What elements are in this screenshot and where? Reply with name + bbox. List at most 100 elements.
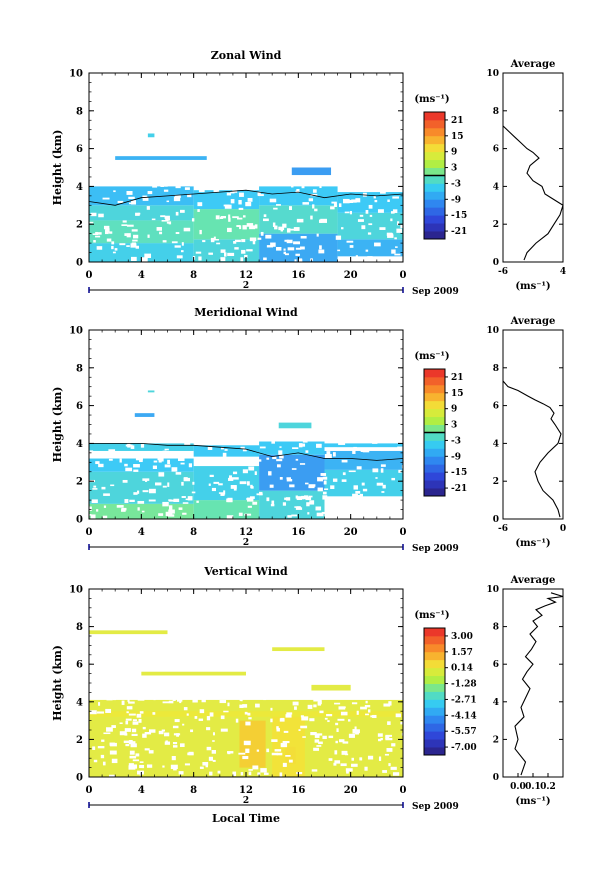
- data-gap: [354, 494, 361, 498]
- data-gap: [126, 233, 131, 238]
- data-gap: [246, 497, 254, 500]
- colorbar-segment: [424, 747, 445, 756]
- data-gap: [251, 437, 258, 441]
- x-tick-label: 8: [190, 785, 197, 796]
- data-gap: [175, 211, 179, 216]
- data-gap: [139, 711, 144, 714]
- average-xlabel: (ms⁻¹): [515, 281, 550, 292]
- heatmap-cell: [134, 413, 155, 417]
- data-gap: [148, 488, 156, 494]
- data-gap: [174, 194, 181, 199]
- data-gap: [246, 481, 250, 486]
- data-gap: [317, 477, 323, 482]
- data-gap: [97, 746, 105, 749]
- data-gap: [90, 514, 96, 519]
- colorbar-segment: [424, 488, 445, 497]
- data-gap: [296, 771, 303, 775]
- data-gap: [223, 710, 229, 713]
- data-gap: [349, 181, 356, 184]
- colorbar-segment: [424, 739, 445, 748]
- data-gap: [285, 754, 291, 757]
- data-gap: [191, 218, 195, 222]
- data-gap: [367, 182, 372, 187]
- data-gap: [359, 757, 363, 761]
- data-gap: [309, 500, 315, 505]
- data-gap: [158, 730, 164, 735]
- zero-contour: [89, 443, 404, 461]
- data-gap: [310, 215, 313, 220]
- data-gap: [249, 237, 257, 242]
- data-gap: [297, 259, 303, 262]
- data-gap: [275, 204, 281, 206]
- avg-y-tick-label: 0: [493, 258, 499, 268]
- data-gap: [342, 472, 346, 476]
- data-gap: [266, 245, 274, 248]
- data-gap: [347, 719, 351, 722]
- data-gap: [251, 486, 254, 489]
- data-gap: [92, 488, 98, 490]
- data-gap: [285, 714, 292, 718]
- data-gap: [369, 440, 374, 443]
- data-gap: [148, 499, 156, 502]
- data-gap: [401, 732, 407, 736]
- data-gap: [197, 202, 203, 207]
- data-gap: [199, 441, 206, 445]
- data-gap: [265, 234, 272, 239]
- data-gap: [401, 465, 408, 469]
- data-gap: [299, 246, 305, 250]
- data-gap: [213, 236, 216, 240]
- x-tick-label: 0: [400, 527, 407, 538]
- data-gap: [378, 756, 382, 761]
- data-gap: [307, 704, 313, 709]
- data-gap: [348, 733, 355, 738]
- data-gap: [127, 696, 134, 699]
- data-gap: [106, 436, 110, 440]
- data-gap: [110, 484, 115, 487]
- colorbar-tick-label: 0.14: [451, 664, 473, 674]
- data-gap: [149, 729, 156, 733]
- x-tick-label: 20: [344, 270, 358, 281]
- data-gap: [257, 194, 264, 197]
- colorbar-tick-label: -5.57: [451, 727, 477, 737]
- data-gap: [252, 765, 259, 770]
- data-gap: [142, 490, 149, 493]
- data-gap: [242, 215, 246, 218]
- data-gap: [296, 496, 303, 501]
- data-gap: [242, 469, 248, 474]
- data-gap: [257, 191, 261, 196]
- data-gap: [402, 442, 406, 445]
- data-gap: [298, 443, 303, 448]
- data-gap: [274, 749, 282, 752]
- data-gap: [271, 739, 278, 742]
- x-tick-label: 4: [138, 527, 145, 538]
- data-gap: [141, 766, 144, 769]
- data-gap: [146, 764, 153, 768]
- data-gap: [89, 221, 94, 224]
- avg-x-tick-label: 0.1: [525, 782, 541, 792]
- data-gap: [314, 208, 318, 212]
- data-gap: [238, 752, 246, 755]
- data-gap: [178, 458, 185, 462]
- data-gap: [168, 221, 172, 225]
- colorbar-tick-label: 15: [451, 132, 464, 142]
- y-tick-label: 0: [76, 773, 83, 784]
- data-gap: [390, 766, 397, 770]
- data-gap: [158, 472, 165, 477]
- data-gap: [207, 446, 213, 450]
- data-gap: [235, 718, 239, 723]
- data-gap: [322, 491, 327, 495]
- data-gap: [161, 729, 165, 732]
- data-gap: [113, 698, 116, 701]
- data-gap: [268, 471, 272, 476]
- average-profile-line: [514, 592, 564, 776]
- data-gap: [91, 451, 97, 457]
- data-gap: [142, 181, 147, 184]
- data-gap: [213, 238, 219, 241]
- data-gap: [142, 197, 149, 201]
- data-gap: [124, 499, 129, 503]
- average-frame: [502, 72, 564, 263]
- data-gap: [318, 741, 323, 745]
- data-gap: [125, 743, 130, 747]
- data-gap: [282, 502, 287, 506]
